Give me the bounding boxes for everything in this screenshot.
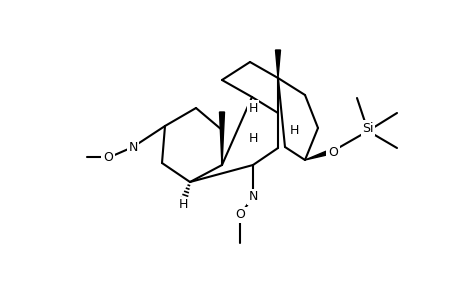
Polygon shape (219, 112, 224, 165)
Text: O: O (103, 151, 113, 164)
Text: Si: Si (362, 122, 373, 134)
Text: H: H (178, 199, 187, 212)
Text: O: O (327, 146, 337, 158)
Polygon shape (304, 148, 333, 160)
Polygon shape (275, 50, 280, 78)
Text: O: O (235, 208, 244, 221)
Text: H: H (248, 101, 257, 115)
Text: N: N (128, 140, 137, 154)
Text: H: H (289, 124, 298, 136)
Text: N: N (248, 190, 257, 203)
Text: H: H (248, 131, 257, 145)
